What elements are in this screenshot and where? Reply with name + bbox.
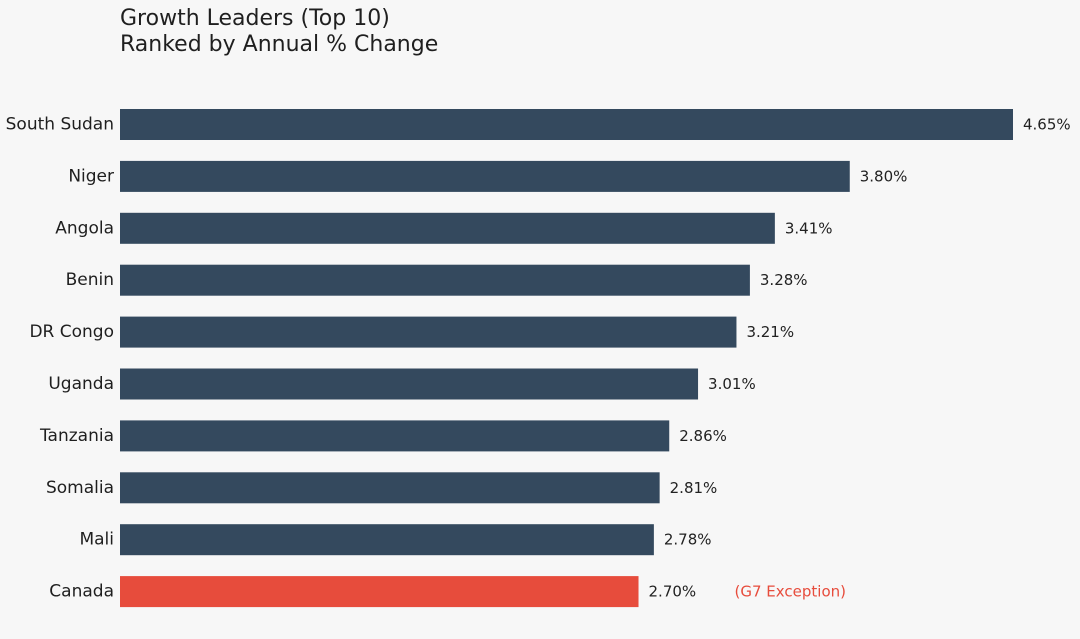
- value-label-tanzania: 2.86%: [679, 427, 727, 445]
- bar-dr-congo: [120, 316, 737, 348]
- category-label-mali: Mali: [79, 530, 114, 550]
- bar-somalia: [120, 472, 660, 504]
- category-label-uganda: Uganda: [48, 374, 114, 394]
- value-label-south-sudan: 4.65%: [1023, 116, 1071, 134]
- chart-title-block: Growth Leaders (Top 10) Ranked by Annual…: [120, 6, 438, 58]
- category-label-angola: Angola: [55, 218, 114, 238]
- category-label-south-sudan: South Sudan: [6, 115, 114, 135]
- value-label-canada: 2.70%: [649, 583, 697, 601]
- value-label-mali: 2.78%: [664, 531, 712, 549]
- bar-tanzania: [120, 420, 670, 452]
- bar-south-sudan: [120, 109, 1013, 140]
- bar-niger: [120, 160, 850, 192]
- category-label-somalia: Somalia: [46, 478, 114, 498]
- value-label-benin: 3.28%: [760, 271, 808, 289]
- category-label-canada: Canada: [49, 582, 114, 602]
- bar-benin: [120, 264, 750, 296]
- bar-mali: [120, 524, 654, 556]
- value-label-angola: 3.41%: [785, 219, 833, 237]
- category-label-dr-congo: DR Congo: [29, 322, 114, 342]
- category-label-benin: Benin: [66, 270, 114, 290]
- value-label-niger: 3.80%: [860, 167, 908, 185]
- chart-subtitle: Ranked by Annual % Change: [120, 32, 439, 57]
- value-label-dr-congo: 3.21%: [746, 323, 794, 341]
- bar-uganda: [120, 368, 699, 400]
- value-label-somalia: 2.81%: [670, 479, 718, 497]
- category-label-niger: Niger: [68, 166, 114, 186]
- bar-angola: [120, 212, 775, 244]
- category-label-tanzania: Tanzania: [39, 426, 114, 446]
- chart-title: Growth Leaders (Top 10): [120, 6, 390, 31]
- annotation-canada: (G7 Exception): [735, 583, 846, 601]
- bar-canada: [120, 576, 639, 608]
- value-label-uganda: 3.01%: [708, 375, 756, 393]
